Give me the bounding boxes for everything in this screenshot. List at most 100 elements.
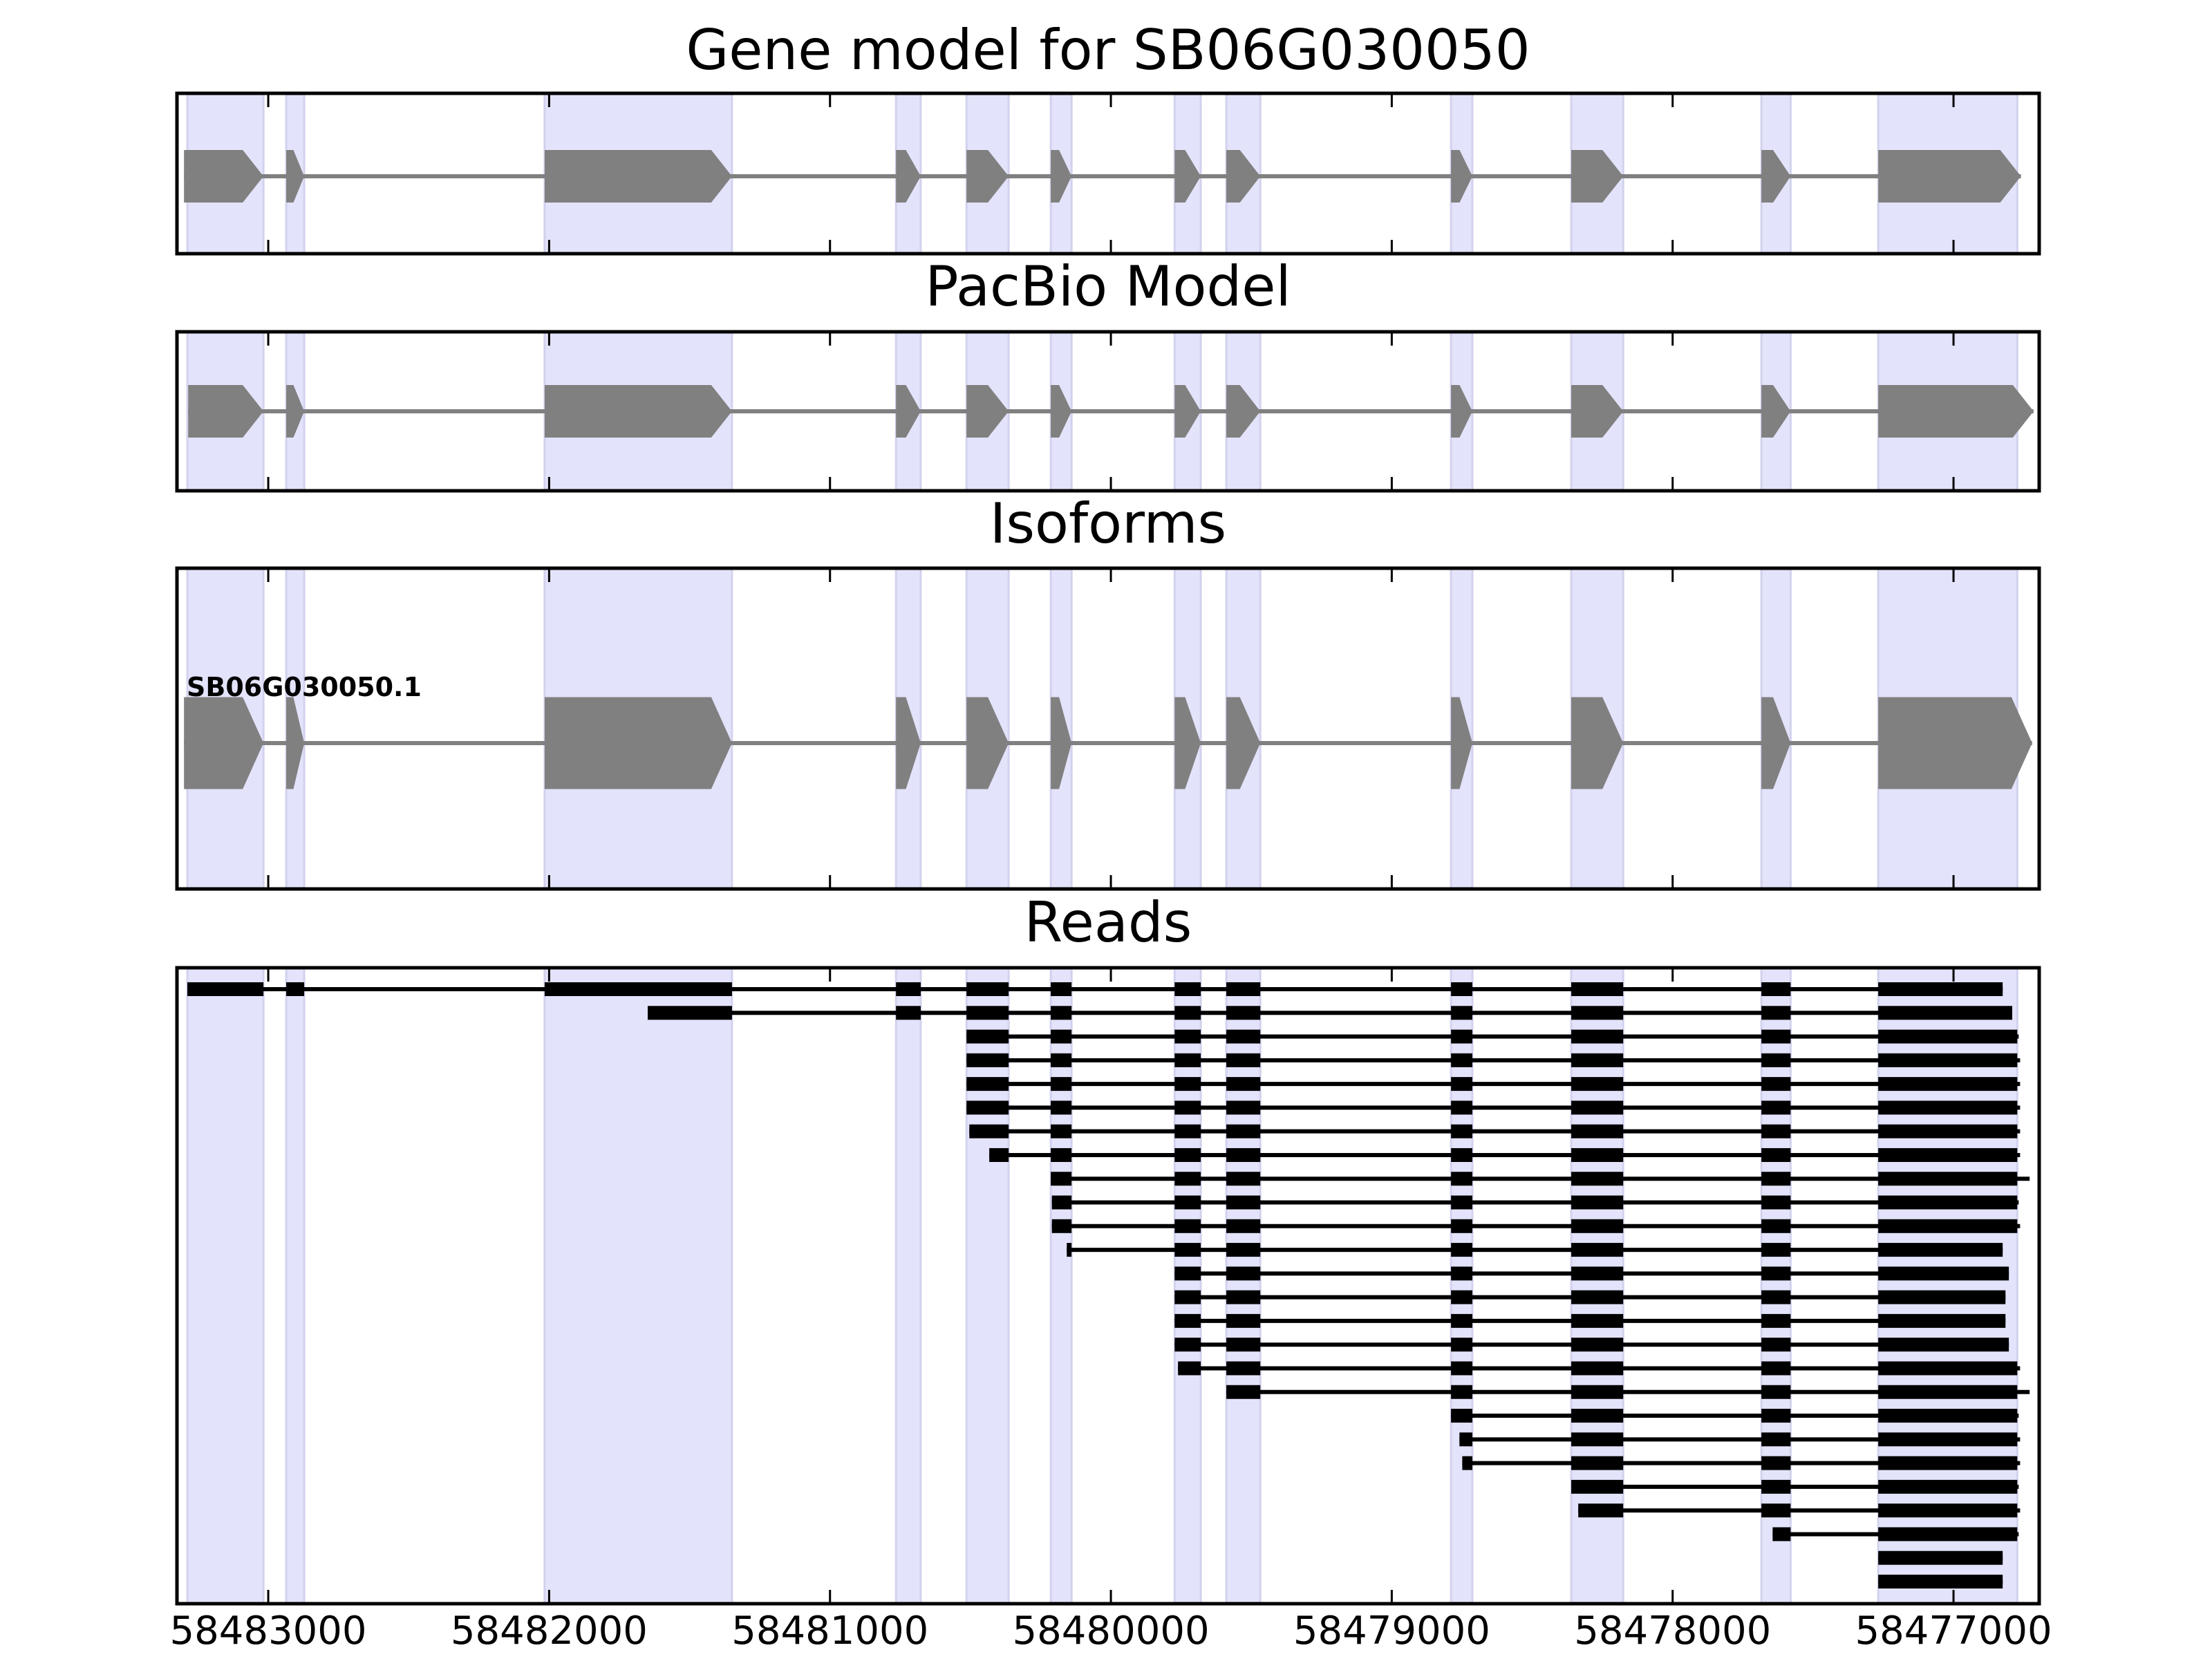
read-block (1451, 1385, 1473, 1399)
read-block (1761, 1479, 1791, 1494)
exon-block (966, 697, 1009, 789)
read-block (1878, 1053, 2018, 1067)
read-block (1226, 1290, 1261, 1304)
read-block (1761, 1361, 1791, 1376)
exon-block (544, 385, 732, 438)
exon-block (1451, 697, 1473, 789)
read-block (1451, 1100, 1473, 1115)
read-block (1571, 1219, 1624, 1233)
isoforms-title: Isoforms (990, 491, 1226, 556)
gene_model-panel (175, 91, 2041, 256)
read-block (1761, 1409, 1791, 1423)
read-block (1451, 1195, 1473, 1210)
read-block (648, 1006, 732, 1020)
read-block (1174, 982, 1201, 996)
read-block (1051, 1124, 1072, 1138)
read-block (1178, 1361, 1201, 1376)
read-block (1761, 982, 1791, 996)
read-block (1878, 1527, 2018, 1541)
read-block (1459, 1432, 1473, 1447)
read-block (1226, 1172, 1261, 1186)
read-block (1226, 1124, 1261, 1138)
read-block (1174, 1338, 1201, 1352)
read-block (1226, 1266, 1261, 1281)
read-block (1451, 1147, 1473, 1162)
read (966, 1077, 2021, 1091)
read-block (1772, 1527, 1791, 1541)
read-block (1571, 982, 1624, 996)
read-block (1878, 1479, 2018, 1494)
x-tick-label: 58482000 (451, 1609, 648, 1653)
read (1226, 1385, 2030, 1399)
exon-shade (186, 966, 265, 1605)
read-block (1451, 1219, 1473, 1233)
exon-block (544, 150, 732, 203)
exon-block (1051, 150, 1072, 203)
reads-title: Reads (1024, 890, 1192, 955)
read-block (1878, 1550, 2003, 1565)
read-block (1174, 1219, 1201, 1233)
read-block (1226, 1147, 1261, 1162)
read-block (1761, 1053, 1791, 1067)
x-tick-label: 58483000 (170, 1609, 367, 1653)
read-block (1226, 1243, 1261, 1257)
read-block (1571, 1243, 1624, 1257)
exon-block (1226, 385, 1261, 438)
exon-block (184, 697, 264, 789)
read-block (1571, 1172, 1624, 1186)
read-block (1174, 1290, 1201, 1304)
read-block (1761, 1503, 1791, 1518)
exon-shade (1225, 966, 1262, 1605)
read (1051, 1219, 2021, 1233)
read-block (1571, 1290, 1624, 1304)
exon-block (544, 697, 732, 789)
read-block (1878, 1503, 2018, 1518)
read-block (1051, 1029, 1072, 1044)
read-block (1451, 1409, 1473, 1423)
read-block (989, 1147, 1009, 1162)
read-block (1451, 1290, 1473, 1304)
read (989, 1147, 2021, 1162)
read (648, 1006, 2012, 1020)
read-block (966, 1006, 1009, 1020)
read-block (1878, 1432, 2018, 1447)
read-block (286, 982, 305, 996)
exon-block (1451, 385, 1473, 438)
exon-block (966, 150, 1009, 203)
read-block (1226, 1313, 1261, 1328)
read-block (1761, 1219, 1791, 1233)
isoforms-panel (175, 566, 2041, 891)
read-block (1878, 1006, 2012, 1020)
exon-block (1051, 385, 1072, 438)
read (1878, 1550, 2003, 1565)
read-block (969, 1124, 1009, 1138)
read (1571, 1479, 2019, 1494)
read-block (1174, 1313, 1201, 1328)
exon-block (1878, 150, 2021, 203)
read-block (1878, 1219, 2018, 1233)
read-block (1226, 1219, 1261, 1233)
read-block (544, 982, 732, 996)
read (1051, 1195, 2019, 1210)
exon-block (286, 385, 305, 438)
read-block (1571, 1147, 1624, 1162)
read-block (966, 1029, 1009, 1044)
read-block (1571, 1456, 1624, 1470)
read-block (1761, 1338, 1791, 1352)
read-block (1051, 1053, 1072, 1067)
read-block (1451, 982, 1473, 996)
exon-block (1226, 150, 1261, 203)
read-block (1451, 1338, 1473, 1352)
read (1451, 1409, 2019, 1423)
read-block (1051, 1077, 1072, 1091)
pacbio-model-title: PacBio Model (925, 254, 1291, 319)
exon-shade (543, 966, 733, 1605)
read-block (1451, 1077, 1473, 1091)
read-block (1451, 1029, 1473, 1044)
read-block (1878, 1147, 2018, 1162)
read-block (1878, 1338, 2009, 1352)
exon-block (1451, 150, 1473, 203)
read-block (1226, 1006, 1261, 1020)
exon-block (1761, 150, 1791, 203)
